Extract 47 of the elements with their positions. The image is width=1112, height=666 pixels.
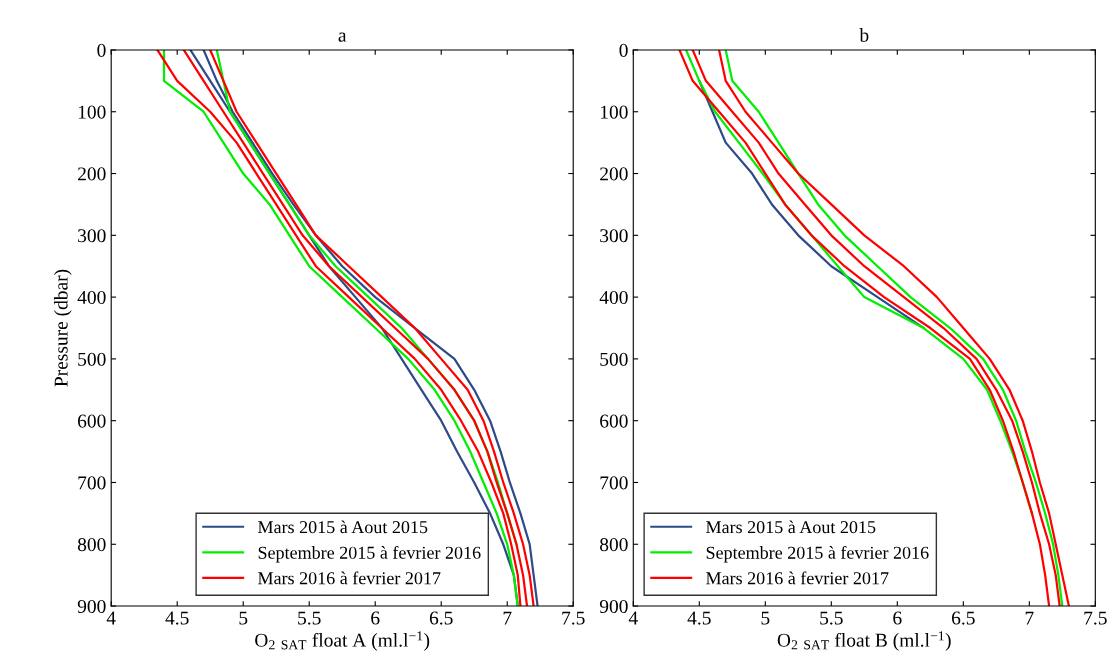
x-tick-label: 6.5 xyxy=(429,611,453,625)
x-tick-label: 5.5 xyxy=(820,611,843,625)
y-tick-label: 800 xyxy=(77,538,106,552)
x-tick-label: 4 xyxy=(628,611,638,625)
x-axis-title: O$_{2 SAT}$ float B (ml.l$^{−1}$) xyxy=(777,631,951,651)
y-tick-label: 300 xyxy=(78,229,106,243)
x-tick-label: 6.5 xyxy=(951,611,975,625)
chart-title: a xyxy=(338,32,347,42)
x-tick-label: 6 xyxy=(371,611,380,625)
x-tick-label: 7 xyxy=(503,611,512,625)
y-tick-label: 200 xyxy=(600,167,628,181)
y-tick-label: 0 xyxy=(97,43,106,57)
y-tick-label: 800 xyxy=(600,538,628,552)
legend-label: Mars 2016 à fevrier 2017 xyxy=(258,571,441,585)
y-tick-label: 900 xyxy=(77,599,106,613)
x-axis-title: O$_{2 SAT}$ float A (ml.l$^{−1}$) xyxy=(255,631,430,651)
x-tick-label: 5 xyxy=(239,611,248,625)
x-tick-label: 4.5 xyxy=(687,611,711,625)
y-tick-label: 600 xyxy=(78,414,106,428)
x-tick-label: 6 xyxy=(893,611,902,625)
legend-label: Mars 2015 à Aout 2015 xyxy=(706,520,876,534)
x-tick-label: 7.5 xyxy=(1084,611,1107,625)
legend-label: Septembre 2015 à fevrier 2016 xyxy=(258,545,481,563)
y-tick-label: 400 xyxy=(77,290,106,305)
x-tick-label: 7.5 xyxy=(562,611,585,625)
y-tick-label: 0 xyxy=(619,43,628,57)
y-tick-label: 500 xyxy=(78,352,106,366)
y-tick-label: 200 xyxy=(78,167,106,181)
x-tick-label: 5 xyxy=(761,611,770,625)
legend-label: Septembre 2015 à fevrier 2016 xyxy=(706,545,929,563)
y-tick-label: 300 xyxy=(600,229,628,243)
x-tick-label: 4.5 xyxy=(165,611,189,625)
legend-label: Mars 2015 à Aout 2015 xyxy=(258,520,428,534)
y-tick-label: 100 xyxy=(600,105,628,119)
y-tick-label: 400 xyxy=(599,290,628,305)
y-tick-label: 700 xyxy=(78,476,106,490)
y-tick-label: 900 xyxy=(599,599,628,613)
x-tick-label: 4 xyxy=(106,611,116,625)
y-tick-label: 500 xyxy=(600,352,628,366)
chart-title: b xyxy=(859,28,869,42)
y-tick-label: 100 xyxy=(78,105,106,119)
legend-label: Mars 2016 à fevrier 2017 xyxy=(706,571,889,585)
y-axis-title: Pressure (dbar) xyxy=(53,269,72,387)
x-tick-label: 5.5 xyxy=(298,611,321,625)
x-tick-label: 7 xyxy=(1025,611,1034,625)
y-tick-label: 700 xyxy=(600,476,628,490)
y-tick-label: 600 xyxy=(600,414,628,428)
